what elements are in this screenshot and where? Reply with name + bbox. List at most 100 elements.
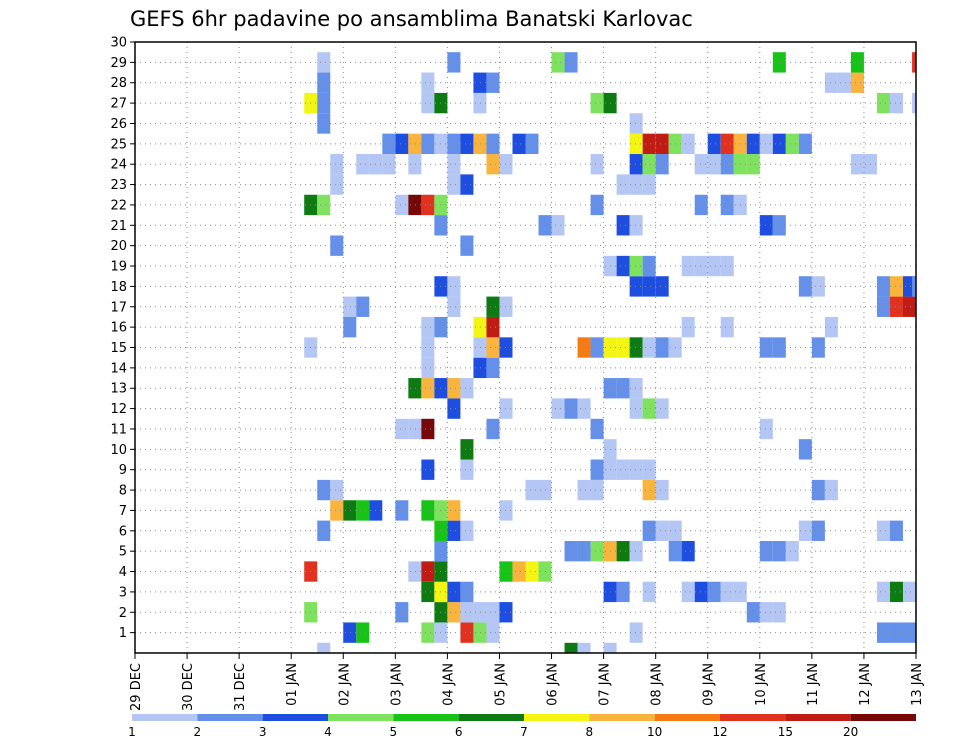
heatmap-cell-38 (876, 581, 890, 603)
heatmap-cell-76 (395, 500, 409, 521)
y-tick-label: 15 (110, 341, 127, 356)
heatmap-cell-77 (421, 500, 435, 521)
heatmap-cell-71 (889, 520, 903, 541)
colorbar-swatch-8 (654, 714, 720, 721)
heatmap-cell-152 (447, 296, 461, 317)
colorbar-label: 15 (778, 725, 793, 739)
colorbar-label: 10 (647, 725, 662, 739)
heatmap-cell-164 (811, 276, 825, 297)
y-tick-label: 17 (110, 300, 127, 315)
heatmap-cell-58 (759, 540, 773, 562)
x-tick-label: 02 JAN (337, 663, 352, 706)
heatmap-cell-251 (473, 92, 487, 114)
colorbar-swatch-1 (197, 714, 263, 721)
y-tick-label: 22 (110, 198, 127, 213)
y-axis: 1234567891011121314151617181920212223242… (110, 36, 135, 641)
heatmap-cell-218 (746, 154, 760, 175)
heatmap-cell-50 (564, 540, 578, 562)
colorbar-swatch-5 (458, 714, 524, 721)
heatmap-cell-187 (317, 194, 331, 216)
x-tick-label: 11 JAN (806, 663, 821, 706)
colorbar-swatch-11 (850, 714, 916, 721)
heatmap-cell-31 (616, 581, 630, 603)
heatmap-cell-57 (681, 540, 695, 562)
heatmap-cell-215 (707, 154, 721, 175)
x-tick-label: 01 JAN (285, 663, 300, 706)
heatmap-cell-211 (629, 154, 643, 175)
heatmap-cell-193 (694, 194, 708, 216)
y-tick-label: 11 (110, 422, 127, 437)
heatmap-cell-227 (460, 133, 474, 155)
colorbar-label: 12 (712, 725, 727, 739)
heatmap-cell-28 (447, 581, 461, 603)
heatmap-cell-104 (486, 418, 500, 440)
x-tick-label: 12 JAN (858, 663, 873, 706)
heatmap-cell-16 (395, 602, 409, 623)
heatmap-cell-9 (473, 622, 487, 643)
heatmap-cell-252 (590, 92, 604, 114)
heatmap-cell-228 (473, 133, 487, 155)
x-tick-label: 07 JAN (598, 663, 613, 706)
heatmap-cell-60 (785, 540, 799, 562)
x-tick-label: 10 JAN (754, 663, 769, 706)
heatmap-cell-26 (421, 581, 435, 603)
heatmap-cell-101 (395, 418, 409, 440)
heatmap-cell-8 (460, 622, 474, 643)
heatmap-cell-83 (525, 479, 539, 501)
heatmap-cell-1 (564, 642, 578, 653)
heatmap-cell-156 (889, 296, 903, 317)
heatmap-cell-141 (811, 337, 825, 358)
y-tick-label: 14 (110, 361, 127, 376)
heatmap-cell-98 (460, 439, 474, 460)
heatmap-cell-137 (655, 337, 669, 358)
heatmap-cell-79 (447, 500, 461, 521)
heatmap-cell-132 (590, 337, 604, 358)
heatmap-cell-224 (421, 133, 435, 155)
y-tick-label: 29 (110, 56, 127, 71)
heatmap-cell-2 (577, 642, 591, 653)
heatmap-cell-262 (837, 72, 851, 93)
y-tick-label: 26 (110, 117, 127, 132)
heatmap-cell-110 (564, 398, 578, 419)
heatmap-cell-161 (642, 276, 656, 297)
y-tick-label: 2 (119, 606, 127, 621)
colorbar-label: 8 (586, 725, 594, 739)
heatmap-cell-18 (447, 602, 461, 623)
heatmap-cell-263 (850, 72, 864, 93)
colorbar-swatch-7 (589, 714, 655, 721)
colorbar-swatch-2 (262, 714, 328, 721)
heatmap-cell-146 (486, 316, 500, 338)
heatmap-cell-95 (616, 459, 630, 480)
heatmap-cell-148 (720, 316, 734, 338)
heatmap-cell-257 (317, 72, 331, 93)
heatmap-cell-173 (681, 255, 695, 277)
x-tick-label: 05 JAN (493, 663, 508, 706)
y-tick-label: 13 (110, 382, 127, 397)
heatmap-cell-102 (408, 418, 422, 440)
heatmap-cell-267 (564, 52, 578, 73)
heatmap-cell-14 (902, 622, 916, 643)
heatmap-cell-150 (343, 296, 357, 317)
heatmap-cell-171 (629, 255, 643, 277)
heatmap-cell-19 (460, 602, 474, 623)
heatmap-cell-260 (486, 72, 500, 93)
x-tick-label: 04 JAN (441, 663, 456, 706)
heatmap-cell-240 (746, 133, 760, 155)
heatmap-cell-90 (824, 479, 838, 501)
y-tick-label: 1 (119, 626, 127, 641)
heatmap-cell-229 (486, 133, 500, 155)
x-tick-label: 13 JAN (910, 663, 925, 706)
heatmap-cell-70 (876, 520, 890, 541)
y-tick-label: 30 (110, 36, 127, 51)
heatmap-cell-184 (759, 215, 773, 236)
heatmap-cell-181 (551, 215, 565, 236)
x-tick-label: 08 JAN (650, 663, 665, 706)
heatmap-cell-66 (655, 520, 669, 541)
heatmap-cell-207 (447, 154, 461, 175)
heatmap-cell-111 (577, 398, 591, 419)
heatmap-cell-238 (720, 133, 734, 155)
heatmap-cell-116 (421, 378, 435, 399)
colorbar-label: 4 (324, 725, 332, 739)
heatmap-cell-168 (912, 276, 916, 297)
heatmap-cell-65 (642, 520, 656, 541)
